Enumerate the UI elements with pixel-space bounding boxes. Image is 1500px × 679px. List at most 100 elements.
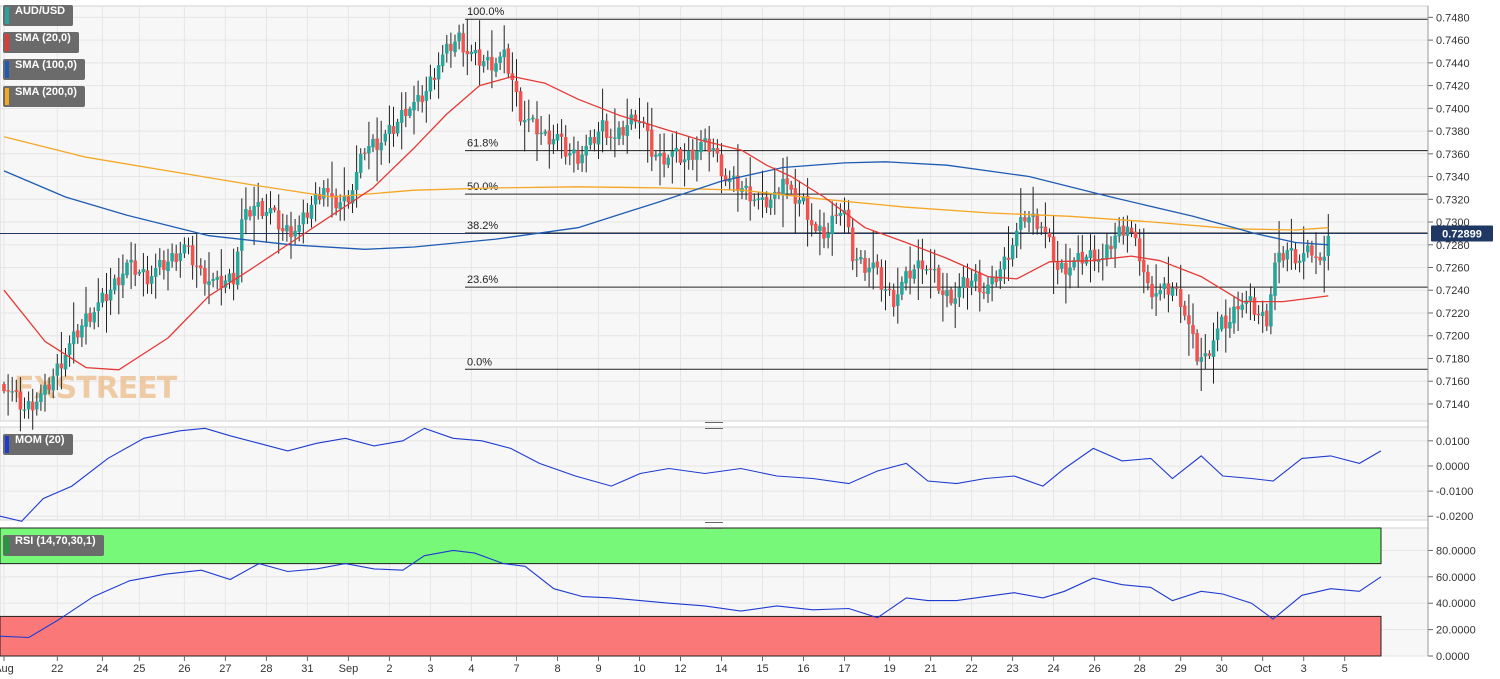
candle-up [125, 262, 129, 276]
candle-up [916, 260, 921, 269]
legend-sma20[interactable]: SMA (20,0) [3, 32, 79, 53]
candle-down [449, 43, 453, 51]
candle-down [1191, 325, 1195, 335]
candle-up [1170, 287, 1175, 296]
y-tick-label: 0.7340 [1436, 172, 1470, 184]
candle-up [285, 225, 289, 232]
candle-down [1166, 283, 1171, 295]
candle-up [96, 302, 101, 312]
candle-down [305, 212, 310, 218]
candle-up [1240, 304, 1244, 310]
candle-up [1289, 247, 1294, 251]
candle-up [752, 199, 757, 202]
candle-up [1219, 316, 1224, 330]
candle-down [937, 267, 941, 291]
candle-up [354, 172, 359, 191]
x-tick-label: Aug [0, 663, 14, 675]
legend-symbol[interactable]: AUD/USD [3, 5, 74, 26]
candle-up [498, 56, 502, 64]
candle-up [322, 187, 326, 199]
last-price-badge [1431, 225, 1493, 242]
candle-down [194, 265, 199, 267]
candle-up [1326, 235, 1331, 256]
candle-down [559, 133, 564, 137]
candle-up [215, 276, 219, 280]
candle-up [527, 118, 531, 121]
candle-up [51, 376, 55, 391]
candle-up [961, 276, 966, 288]
candle-down [1256, 313, 1261, 316]
x-tick-label: 24 [96, 663, 108, 675]
candle-down [789, 184, 793, 190]
pane-splitter-rsi[interactable] [705, 522, 723, 529]
sma200-line [3, 136, 1329, 231]
candle-down [1121, 225, 1126, 236]
y-tick-label: 0.7160 [1436, 376, 1470, 388]
candle-up [1039, 226, 1044, 228]
candle-up [141, 269, 146, 273]
y-tick-label: 0.7480 [1436, 12, 1470, 24]
legend-rsi[interactable]: RSI (14,70,30,1) [3, 535, 104, 556]
legend-rsi-label: RSI (14,70,30,1) [15, 535, 96, 547]
candle-up [268, 208, 273, 214]
candle-up [797, 199, 802, 204]
candle-up [781, 178, 785, 196]
legend-mom-label: MOM (20) [15, 434, 65, 446]
candle-up [986, 284, 990, 295]
candle-up [481, 61, 486, 67]
candle-down [59, 363, 64, 369]
candle-down [1133, 231, 1138, 239]
x-tick-label: 21 [924, 663, 936, 675]
x-tick-label: 22 [51, 663, 63, 675]
candle-down [248, 210, 252, 217]
pane-splitter-mom[interactable] [705, 422, 723, 429]
candle-down [334, 195, 338, 209]
x-tick-label: 12 [674, 663, 686, 675]
candle-up [1273, 262, 1277, 296]
y-tick-label: 60.0000 [1436, 572, 1476, 584]
x-tick-label: Oct [1254, 663, 1271, 675]
candle-down [1187, 315, 1191, 325]
candle-up [371, 138, 375, 148]
candle-down [117, 277, 121, 286]
candle-up [912, 269, 916, 279]
candle-up [436, 65, 441, 80]
y-tick-label: 0.7200 [1436, 331, 1470, 343]
candle-up [904, 271, 908, 284]
candle-down [592, 137, 597, 144]
candle-down [715, 147, 720, 154]
y-tick-label: 80.0000 [1436, 545, 1476, 557]
x-tick-label: 26 [1088, 663, 1100, 675]
y-tick-label: 0.7380 [1436, 126, 1470, 138]
x-tick-label: 23 [1006, 663, 1018, 675]
legend-sma100[interactable]: SMA (100,0) [3, 59, 85, 80]
candle-down [2, 384, 6, 392]
x-tick-label: 7 [513, 663, 519, 675]
legend-sma20-swatch [5, 34, 9, 51]
candle-down [662, 152, 666, 165]
candle-up [522, 120, 527, 123]
candle-up [957, 287, 962, 298]
candle-up [428, 76, 433, 92]
x-tick-label: 31 [301, 663, 313, 675]
x-tick-label: 24 [1047, 663, 1059, 675]
y-tick-label: 0.0100 [1436, 436, 1470, 448]
x-tick-label: 25 [133, 663, 145, 675]
candle-up [473, 49, 478, 54]
candle-up [67, 343, 72, 355]
candle-down [104, 293, 109, 302]
candle-up [580, 154, 584, 164]
candle-up [1060, 263, 1064, 269]
candle-down [1080, 251, 1085, 264]
candle-down [850, 227, 855, 262]
candle-up [1301, 253, 1306, 262]
x-tick-label: 16 [797, 663, 809, 675]
candle-up [63, 355, 68, 370]
legend-mom[interactable]: MOM (20) [3, 434, 73, 455]
candle-down [461, 33, 465, 53]
candle-up [666, 157, 670, 166]
candle-up [129, 259, 133, 263]
legend-sma200[interactable]: SMA (200,0) [3, 86, 85, 107]
candle-down [404, 108, 408, 116]
